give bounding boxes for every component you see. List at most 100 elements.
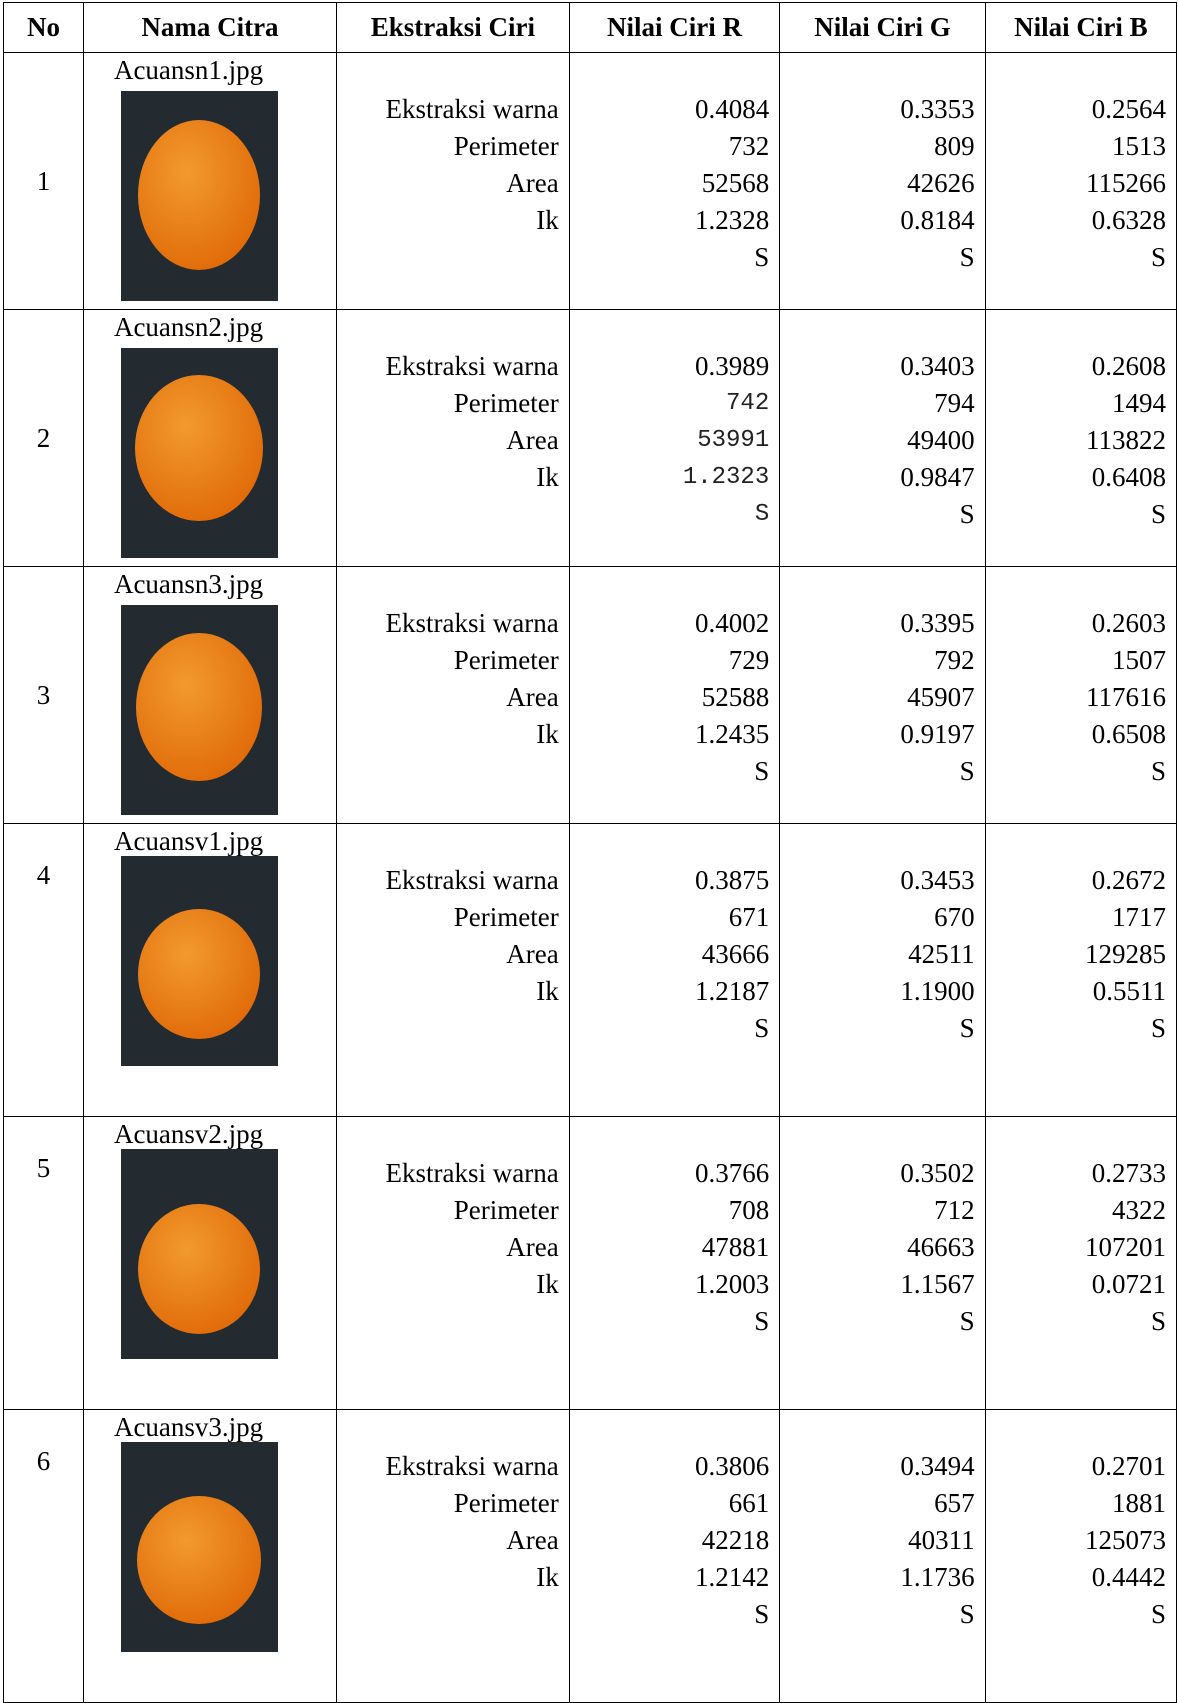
value-cell-b: 0.2672 1717 129285 0.5511 S [984, 823, 1178, 1117]
table-row: 5 Acuansv2.jpg Ekstraksi warna Perimeter Ar… [3, 1116, 1178, 1410]
value-b: S [1150, 1306, 1166, 1336]
value-g: 46663 [907, 1232, 975, 1262]
row-number: 6 [3, 1409, 84, 1703]
value-g: S [959, 1306, 975, 1336]
value-g: 42626 [907, 168, 975, 198]
feature-table: No Nama Citra Ekstraksi Ciri Nilai Ciri … [3, 2, 1178, 1703]
value-g: 0.3502 [900, 1158, 975, 1188]
value-b: 129285 [1085, 939, 1166, 969]
orange-photo [120, 348, 278, 558]
image-filename: Acuansv3.jpg [113, 1412, 264, 1442]
feature-label: Area [506, 168, 559, 198]
header-nilai-ciri-b: Nilai Ciri B [984, 2, 1178, 53]
value-g: 809 [934, 131, 975, 161]
orange-photo [120, 91, 278, 301]
table-row: 4 Acuansv1.jpg Ekstraksi warna Perimeter Ar… [3, 823, 1178, 1117]
value-g: S [959, 756, 975, 786]
value-b: 1881 [1112, 1488, 1166, 1518]
value-r: 1.2435 [694, 719, 770, 749]
feature-label: Ik [536, 719, 559, 749]
value-r: 1.2003 [694, 1269, 770, 1299]
value-g: 0.9847 [900, 462, 975, 492]
feature-label: Ekstraksi warna [385, 1451, 559, 1481]
image-filename: Acuansn2.jpg [113, 312, 264, 342]
value-b: 125073 [1085, 1525, 1166, 1555]
value-r: 42218 [701, 1525, 770, 1555]
table-row: 2 Acuansn2.jpg Ekstraksi warna Perimeter Ar… [3, 309, 1178, 567]
orange-photo [120, 1149, 278, 1359]
value-cell-g: 0.3453 670 42511 1.1900 S [779, 823, 986, 1117]
feature-label: Perimeter [453, 388, 559, 418]
value-cell-g: 0.3502 712 46663 1.1567 S [779, 1116, 986, 1410]
value-b: 0.6328 [1091, 205, 1166, 235]
value-cell-b: 0.2608 1494 113822 0.6408 S [984, 309, 1178, 567]
value-b: 0.2564 [1091, 94, 1166, 124]
feature-labels-cell: Ekstraksi warna Perimeter Area Ik [335, 566, 570, 824]
value-b: 4322 [1112, 1195, 1166, 1225]
value-cell-r: 0.4002 729 52588 1.2435 S [568, 566, 781, 824]
value-b: S [1150, 1013, 1166, 1043]
value-g: 0.3353 [900, 94, 975, 124]
value-g: 0.3494 [900, 1451, 975, 1481]
value-g: 45907 [907, 682, 975, 712]
value-g: S [959, 499, 975, 529]
value-r: 43666 [701, 939, 770, 969]
value-g: 1.1900 [900, 976, 975, 1006]
value-b: 0.6408 [1091, 462, 1166, 492]
image-filename: Acuansv1.jpg [113, 826, 264, 856]
feature-labels-cell: Ekstraksi warna Perimeter Area Ik [335, 823, 570, 1117]
value-b: 0.2603 [1091, 608, 1166, 638]
image-cell: Acuansv1.jpg [82, 823, 337, 1117]
row-number: 3 [3, 566, 84, 824]
value-b: 113822 [1086, 425, 1166, 455]
orange-fruit-icon [135, 633, 262, 781]
value-g: 0.9197 [900, 719, 975, 749]
feature-labels-cell: Ekstraksi warna Perimeter Area Ik [335, 1409, 570, 1703]
feature-label: Ekstraksi warna [385, 351, 559, 381]
value-b: 1507 [1112, 645, 1166, 675]
value-b: S [1150, 242, 1166, 272]
value-r: 52568 [701, 168, 770, 198]
value-g: 712 [934, 1195, 975, 1225]
value-cell-r: 0.4084 732 52568 1.2328 S [568, 52, 781, 310]
feature-label: Ik [536, 1269, 559, 1299]
feature-label: Area [506, 939, 559, 969]
header-nilai-ciri-r: Nilai Ciri R [568, 2, 781, 53]
value-r: S [754, 1599, 770, 1629]
value-g: S [959, 1013, 975, 1043]
value-b: 0.4442 [1091, 1562, 1166, 1592]
value-cell-b: 0.2733 4322 107201 0.0721 S [984, 1116, 1178, 1410]
value-g: S [959, 242, 975, 272]
feature-label: Perimeter [453, 1195, 559, 1225]
feature-label: Perimeter [453, 645, 559, 675]
feature-labels-cell: Ekstraksi warna Perimeter Area Ik [335, 52, 570, 310]
value-r: S [754, 242, 770, 272]
value-r: 0.4084 [694, 94, 770, 124]
value-r: 1.2187 [694, 976, 770, 1006]
value-b: 0.2701 [1091, 1451, 1166, 1481]
feature-label: Ekstraksi warna [385, 94, 559, 124]
feature-label: Perimeter [453, 1488, 559, 1518]
value-g: 40311 [908, 1525, 975, 1555]
value-b: S [1150, 756, 1166, 786]
value-r: 53991 [697, 427, 770, 454]
value-g: 794 [934, 388, 975, 418]
value-r: 0.4002 [694, 608, 770, 638]
value-r: 0.3875 [694, 865, 770, 895]
value-r: 47881 [701, 1232, 770, 1262]
value-r: S [754, 1013, 770, 1043]
value-cell-r: 0.3806 661 42218 1.2142 S [568, 1409, 781, 1703]
value-g: 657 [934, 1488, 975, 1518]
value-r: 742 [726, 390, 770, 417]
value-cell-b: 0.2701 1881 125073 0.4442 S [984, 1409, 1178, 1703]
table-row: 3 Acuansn3.jpg Ekstraksi warna Perimeter Ar… [3, 566, 1178, 824]
value-b: 0.2672 [1091, 865, 1166, 895]
image-cell: Acuansn1.jpg [82, 52, 337, 310]
value-r: 661 [728, 1488, 770, 1518]
feature-label: Ik [536, 976, 559, 1006]
orange-fruit-icon [134, 375, 263, 521]
row-number: 5 [3, 1116, 84, 1410]
feature-label: Perimeter [453, 902, 559, 932]
feature-label: Perimeter [453, 131, 559, 161]
value-b: 0.5511 [1092, 976, 1166, 1006]
